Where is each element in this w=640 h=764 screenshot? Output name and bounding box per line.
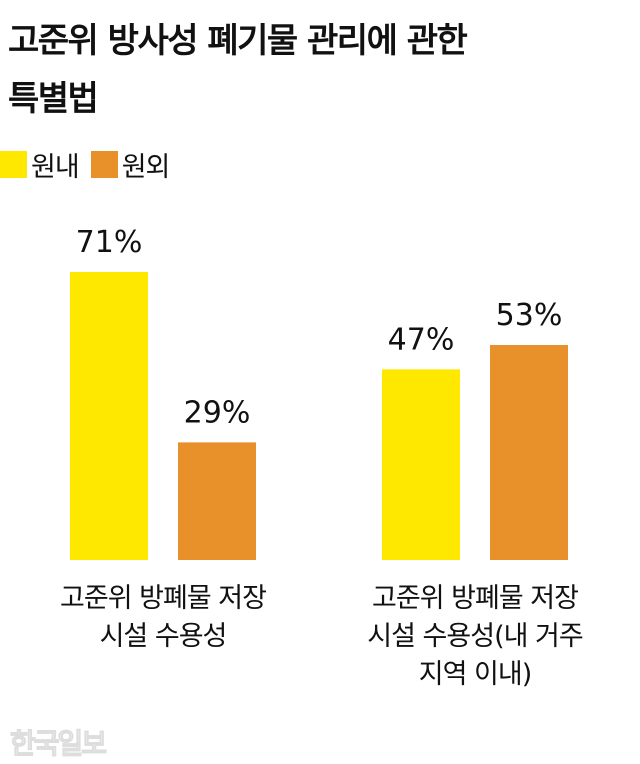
category-label-1: 고준위 방폐물 저장 시설 수용성: [60, 583, 267, 652]
legend-item-outside: 원외: [90, 145, 171, 184]
legend-swatch-outside: [90, 151, 118, 178]
legend-item-inside: 원내: [0, 145, 80, 184]
data-label-outside-2: 53%: [496, 298, 563, 333]
legend-label-inside: 원내: [31, 152, 80, 183]
bar-inside-1: [70, 272, 148, 560]
legend-swatch-inside: [0, 151, 27, 178]
bar-outside-1: [178, 442, 256, 560]
bar-outside-2: [490, 345, 568, 560]
title-line-1: 고준위 방사성 폐기물 관리에 관한: [8, 21, 468, 61]
legend-label-outside: 원외: [121, 152, 171, 183]
watermark-logo: 한국일보: [9, 727, 107, 761]
title-line-2: 특별법: [8, 79, 99, 119]
bar-inside-2: [382, 369, 460, 560]
data-label-inside-1: 71%: [76, 225, 143, 260]
legend: 원내 원외: [0, 145, 181, 184]
data-label-outside-1: 29%: [184, 395, 251, 430]
category-label-2: 고준위 방폐물 저장 시설 수용성(내 거주 지역 이내): [367, 583, 583, 690]
data-label-inside-2: 47%: [388, 322, 455, 357]
